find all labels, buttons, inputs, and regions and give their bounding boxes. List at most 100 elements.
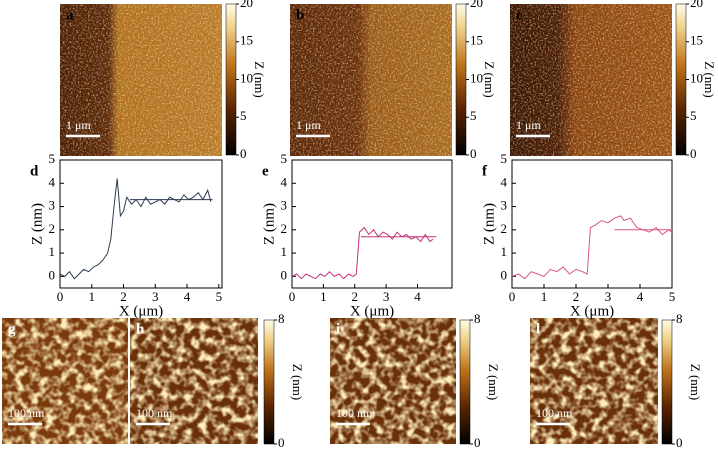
- x-tick-label: 0: [57, 289, 64, 304]
- y-tick-label: 5: [281, 151, 288, 166]
- panel-label: f: [482, 163, 488, 179]
- profile-line: [291, 226, 434, 280]
- x-tick-label: 4: [637, 289, 644, 304]
- plot-frame: [511, 159, 673, 289]
- colorbar-tick-label: 10: [470, 70, 483, 85]
- panel-label: a: [66, 7, 74, 23]
- scale-bar-label: 1 μm: [296, 118, 321, 132]
- scale-bar-label: 100 nm: [136, 406, 173, 420]
- x-tick-label: 2: [351, 289, 358, 304]
- y-tick-label: 5: [49, 151, 56, 166]
- y-tick-label: 0: [49, 267, 56, 282]
- colorbar-tick-label: 20: [240, 0, 253, 10]
- y-tick-label: 4: [49, 174, 56, 189]
- y-axis-label: Z (nm): [481, 203, 497, 245]
- colorbar: [675, 3, 687, 156]
- colorbar-tick-label: 8: [278, 311, 285, 326]
- colorbar: [459, 319, 471, 445]
- panel-label: l: [536, 321, 540, 337]
- y-tick-label: 3: [281, 198, 288, 213]
- colorbar-tick-label: 0: [240, 146, 247, 161]
- y-tick-label: 4: [501, 174, 508, 189]
- x-tick-label: 3: [383, 289, 390, 304]
- colorbar-tick-label: 20: [470, 0, 483, 10]
- scale-bar-label: 1 μm: [66, 118, 91, 132]
- colorbar-tick-label: 5: [240, 108, 247, 123]
- panel-label: e: [262, 163, 269, 179]
- y-tick-label: 1: [501, 244, 508, 259]
- colorbar-tick-label: 10: [240, 70, 253, 85]
- y-tick-label: 3: [49, 198, 56, 213]
- y-tick-label: 0: [281, 267, 288, 282]
- colorbar: [263, 319, 275, 445]
- colorbar-tick-label: 0: [474, 435, 481, 450]
- y-tick-label: 0: [501, 267, 508, 282]
- colorbar-tick-label: 15: [470, 33, 483, 48]
- scale-bar-label: 1 μm: [516, 118, 541, 132]
- colorbar-tick-label: 0: [278, 435, 285, 450]
- colorbar-tick-label: 8: [676, 311, 683, 326]
- x-tick-label: 0: [509, 289, 516, 304]
- x-tick-label: 1: [320, 289, 327, 304]
- colorbar-label: Z (nm): [482, 61, 497, 97]
- x-tick-label: 5: [216, 289, 223, 304]
- colorbar-tick-label: 5: [470, 108, 477, 123]
- x-tick-label: 1: [541, 289, 548, 304]
- x-tick-label: 2: [120, 289, 127, 304]
- colorbar-label: Z (nm): [688, 364, 703, 400]
- x-axis-label: X (μm): [119, 303, 163, 319]
- x-tick-label: 1: [89, 289, 96, 304]
- y-tick-label: 3: [501, 198, 508, 213]
- plot-frame: [59, 159, 223, 289]
- profile-line: [511, 215, 673, 280]
- colorbar-label: Z (nm): [486, 364, 501, 400]
- scale-bar-label: 100 nm: [536, 406, 573, 420]
- y-axis-label: Z (nm): [29, 203, 45, 245]
- colorbar-tick-label: 15: [690, 33, 703, 48]
- x-tick-label: 3: [152, 289, 159, 304]
- colorbar-tick-label: 0: [676, 435, 683, 450]
- x-tick-label: 5: [669, 289, 676, 304]
- y-tick-label: 2: [501, 221, 508, 236]
- colorbar-label: Z (nm): [290, 364, 305, 400]
- panel-label: i: [336, 321, 340, 337]
- y-tick-label: 2: [49, 221, 56, 236]
- scale-bar-label: 100 nm: [8, 406, 45, 420]
- x-axis-label: X (μm): [570, 303, 614, 319]
- colorbar-label: Z (nm): [252, 61, 267, 97]
- colorbar-tick-label: 20: [690, 0, 703, 10]
- afm-texture: [60, 4, 222, 156]
- colorbar-label: Z (nm): [702, 61, 717, 97]
- y-tick-label: 4: [281, 174, 288, 189]
- y-tick-label: 2: [281, 221, 288, 236]
- x-tick-label: 4: [414, 289, 421, 304]
- panel-label: b: [296, 7, 304, 23]
- colorbar: [225, 3, 237, 156]
- plot-frame: [291, 159, 453, 289]
- colorbar-tick-label: 0: [690, 146, 697, 161]
- x-tick-label: 2: [573, 289, 580, 304]
- x-tick-label: 0: [289, 289, 296, 304]
- profile-line: [59, 178, 212, 280]
- y-tick-label: 5: [501, 151, 508, 166]
- colorbar-tick-label: 10: [690, 70, 703, 85]
- y-tick-label: 1: [281, 244, 288, 259]
- scale-bar-label: 100 nm: [336, 406, 373, 420]
- colorbar-tick-label: 8: [474, 311, 481, 326]
- colorbar: [661, 319, 673, 445]
- y-tick-label: 1: [49, 244, 56, 259]
- panel-label: h: [136, 321, 145, 337]
- panel-label: d: [30, 163, 39, 179]
- panel-label: g: [8, 321, 16, 337]
- colorbar-tick-label: 0: [470, 146, 477, 161]
- x-tick-label: 4: [184, 289, 191, 304]
- afm-texture: [510, 4, 672, 156]
- colorbar-tick-label: 15: [240, 33, 253, 48]
- y-axis-label: Z (nm): [261, 203, 277, 245]
- x-tick-label: 3: [605, 289, 612, 304]
- panel-label: c: [516, 7, 523, 23]
- colorbar-tick-label: 5: [690, 108, 697, 123]
- afm-texture: [290, 4, 452, 156]
- x-axis-label: X (μm): [350, 303, 394, 319]
